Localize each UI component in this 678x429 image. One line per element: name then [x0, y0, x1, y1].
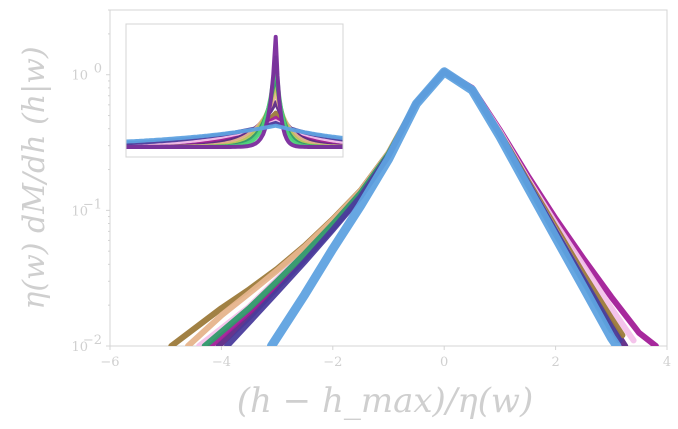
y-tick-label: 10	[71, 204, 88, 219]
y-tick-exponent: −1	[83, 197, 102, 212]
x-tick-label: 0	[440, 355, 448, 370]
y-tick-label: 10	[71, 69, 88, 84]
main-plot: −6 −4 −2 0 2 4 10−210−110 0	[71, 9, 671, 370]
main-series-group	[168, 67, 659, 346]
x-axis-label: (h − h_max)/η(w)	[237, 381, 534, 421]
x-tick-label: 2	[551, 355, 559, 370]
inset-series-line-9	[126, 34, 343, 149]
inset-frame	[125, 23, 344, 158]
y-axis-ticks: 10−210−110 0	[71, 9, 110, 355]
main-plot-frame	[109, 9, 668, 347]
main-series-line-7	[267, 67, 622, 346]
x-axis-ticks: −6 −4 −2 0 2 4	[100, 346, 671, 370]
y-tick-exponent: −2	[83, 333, 102, 348]
x-tick-label: −2	[323, 355, 342, 370]
y-tick-exponent: 0	[94, 62, 102, 77]
inset-series-line-10	[126, 123, 343, 144]
x-tick-label: 4	[663, 355, 671, 370]
inset-plot	[125, 23, 344, 158]
y-axis-label: η(w) dM/dh (h|w)	[17, 46, 52, 309]
y-tick-label: 10	[71, 340, 88, 355]
x-tick-label: −4	[212, 355, 231, 370]
inset-series-group	[126, 34, 343, 149]
x-tick-label: −6	[100, 355, 119, 370]
